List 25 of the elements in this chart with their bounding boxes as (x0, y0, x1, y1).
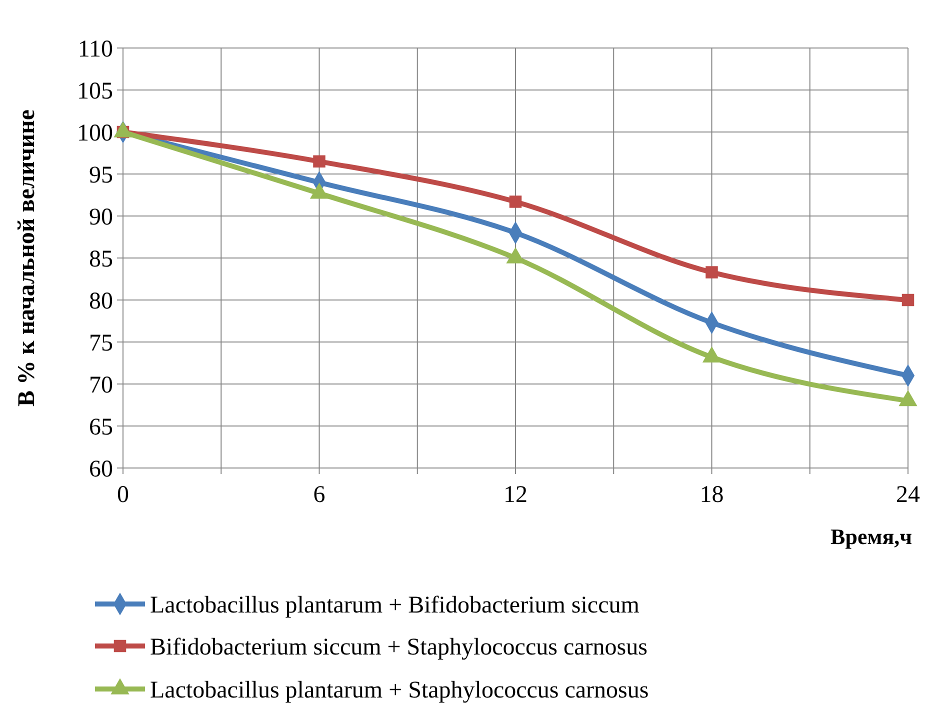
y-tick-label: 75 (89, 330, 113, 356)
y-tick-label: 65 (89, 414, 113, 440)
y-tick-label: 80 (89, 288, 113, 314)
x-tick-label: 18 (700, 482, 724, 508)
point (509, 196, 522, 208)
y-tick-label: 70 (89, 372, 113, 398)
x-tick-label: 0 (117, 482, 129, 508)
y-tick-label: 105 (77, 78, 113, 104)
y-tick-label: 95 (89, 162, 113, 188)
point (313, 155, 326, 168)
point (706, 266, 718, 278)
y-axis-title: В % к начальной величине (14, 109, 40, 407)
y-tick-label: 60 (89, 456, 113, 482)
y-tick-label: 110 (78, 36, 113, 62)
x-tick-label: 12 (504, 482, 528, 508)
y-tick-label: 100 (77, 120, 113, 146)
x-tick-label: 6 (313, 482, 326, 508)
x-axis-title: Время,ч (830, 524, 912, 549)
y-tick-label: 90 (89, 204, 113, 230)
legend-label: Lactobacillus plantarum + Bifidobacterium siccum (150, 592, 640, 618)
legend-label: Bifidobacterium siccum + Staphylococcus carnosus (150, 634, 648, 660)
point (902, 294, 914, 306)
legend-label: Lactobacillus plantarum + Staphylococcus carnosus (150, 677, 649, 704)
y-tick-label: 85 (89, 246, 113, 272)
x-tick-label: 24 (896, 482, 920, 508)
